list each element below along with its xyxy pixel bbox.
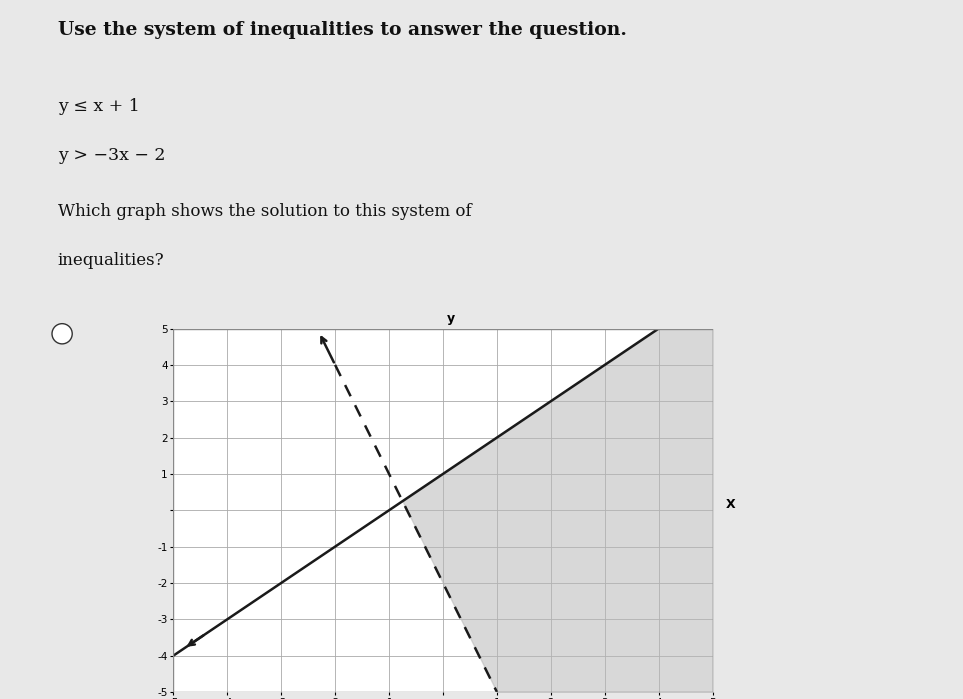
Text: X: X	[726, 498, 736, 511]
Text: y ≤ x + 1: y ≤ x + 1	[58, 98, 140, 115]
Text: y > −3x − 2: y > −3x − 2	[58, 147, 166, 164]
Text: Which graph shows the solution to this system of: Which graph shows the solution to this s…	[58, 203, 472, 219]
Circle shape	[52, 324, 72, 344]
Text: Use the system of inequalities to answer the question.: Use the system of inequalities to answer…	[58, 21, 627, 39]
Text: inequalities?: inequalities?	[58, 252, 165, 268]
Text: y: y	[447, 312, 455, 325]
